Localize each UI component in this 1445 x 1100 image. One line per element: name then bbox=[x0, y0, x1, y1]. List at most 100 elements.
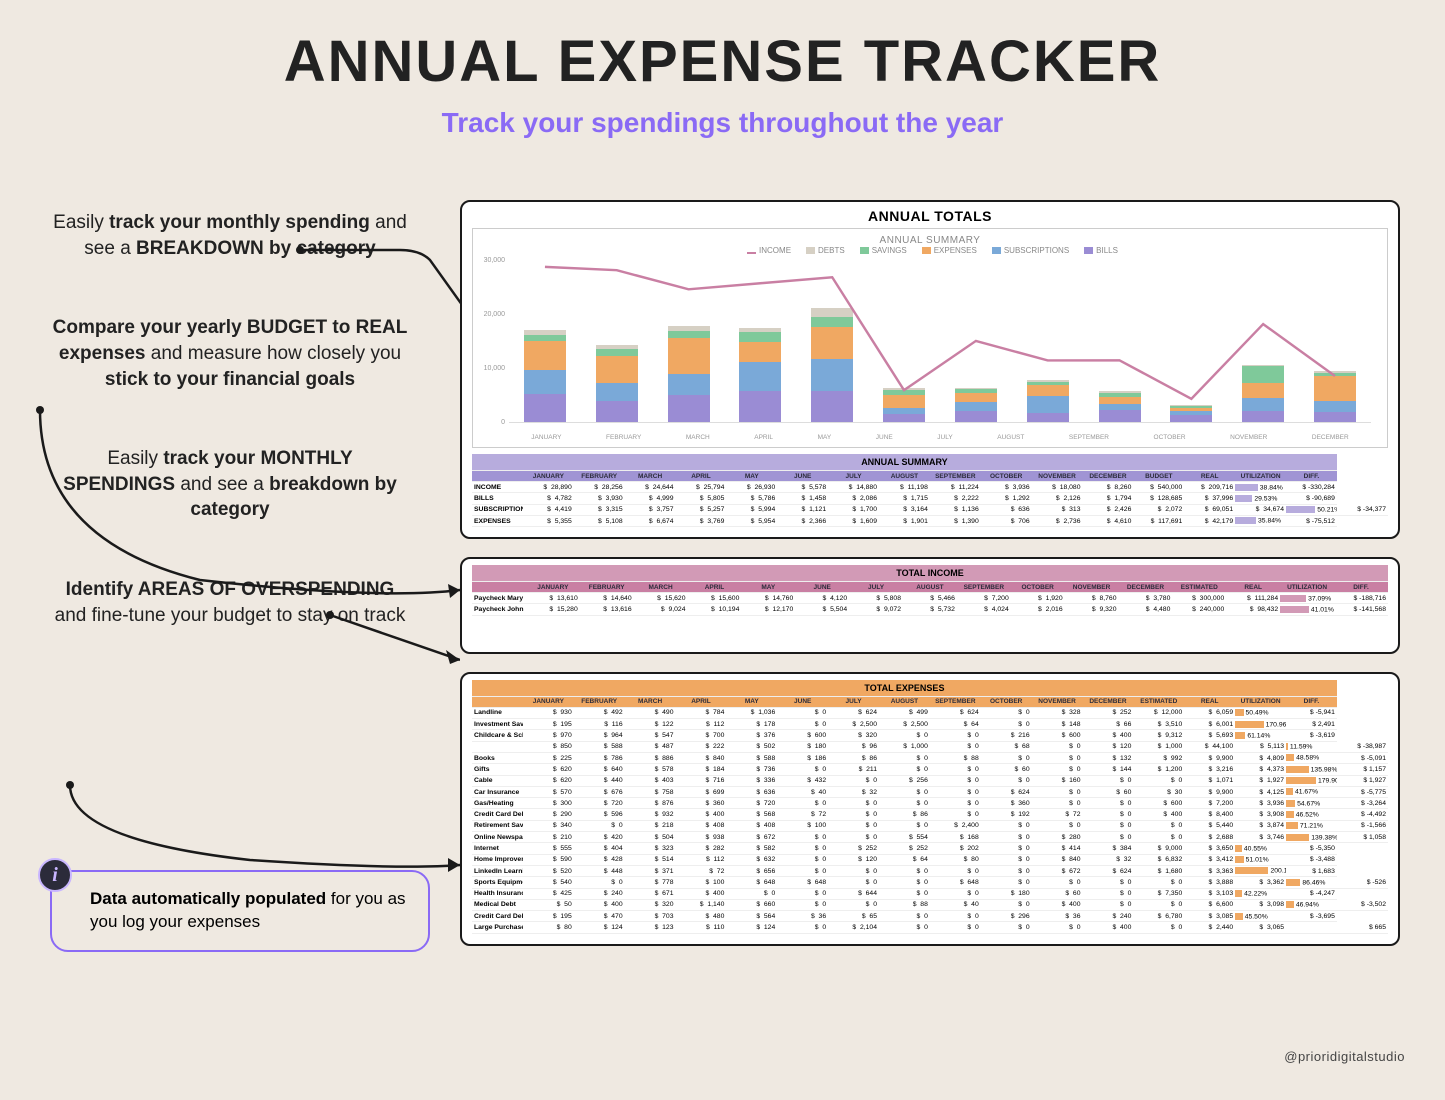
cell-value: $ 1,680 bbox=[1133, 865, 1184, 876]
cell-value: $ 12,000 bbox=[1133, 707, 1184, 718]
cell-value: $ 4,024 bbox=[957, 604, 1011, 615]
cell-value: $ 720 bbox=[726, 798, 777, 809]
cell-value: $ 0 bbox=[930, 911, 981, 922]
cell-value: $ 144 bbox=[1083, 764, 1134, 775]
bar-segment-exp bbox=[883, 395, 925, 408]
cell-value: $ 124 bbox=[726, 922, 777, 933]
cell-value: $ 112 bbox=[676, 854, 727, 865]
col-header: MARCH bbox=[625, 471, 676, 482]
cell-value: $ 3,908 bbox=[1235, 809, 1286, 820]
cell-value: $ 648 bbox=[930, 877, 981, 888]
cell-value: $ 0 bbox=[1083, 820, 1134, 831]
cell-value: $ 124 bbox=[574, 922, 625, 933]
cell-value: $ 2,104 bbox=[828, 922, 879, 933]
cell-value: $ 86 bbox=[879, 809, 930, 820]
bullet-1: Easily track your monthly spending and s… bbox=[50, 210, 410, 261]
cell-value: $ 0 bbox=[1133, 832, 1184, 843]
row-label bbox=[472, 741, 523, 752]
diff-cell: $ -188,716 bbox=[1334, 593, 1388, 604]
cell-value: $ 703 bbox=[625, 911, 676, 922]
bar-segment-sav bbox=[811, 317, 853, 327]
table-row: LinkedIn Learning$ 520$ 448$ 371$ 72$ 65… bbox=[472, 865, 1388, 876]
cell-value: $ 0 bbox=[777, 764, 828, 775]
cell-value: $ 0 bbox=[777, 707, 828, 718]
cell-value: $ 3,065 bbox=[1235, 922, 1286, 933]
cell-value: $ 72 bbox=[1032, 809, 1083, 820]
cell-value: $ 12,170 bbox=[741, 604, 795, 615]
cell-value: $ 540 bbox=[523, 877, 574, 888]
cell-value: $ 0 bbox=[879, 798, 930, 809]
cell-value: $ 80 bbox=[523, 922, 574, 933]
bar-segment-bills bbox=[955, 411, 997, 422]
cell-value: $ 8,260 bbox=[1083, 482, 1134, 493]
cell-value: $ 408 bbox=[726, 820, 777, 831]
cell-value: $ 400 bbox=[676, 888, 727, 899]
cell-value: $ 699 bbox=[676, 786, 727, 797]
bar-segment-sav bbox=[668, 331, 710, 339]
cell-value: $ 0 bbox=[777, 922, 828, 933]
legend-item: EXPENSES bbox=[917, 246, 977, 255]
cell-value: $ 568 bbox=[726, 809, 777, 820]
x-tick-label: OCTOBER bbox=[1154, 434, 1186, 441]
col-header: DIFF. bbox=[1286, 471, 1337, 482]
cell-value: $ 0 bbox=[981, 719, 1032, 730]
cell-value: $ 313 bbox=[1032, 504, 1083, 515]
bar-segment-bills bbox=[883, 414, 925, 422]
cell-value: $ 408 bbox=[676, 820, 727, 831]
cell-value: $ 180 bbox=[777, 741, 828, 752]
cell-value: $ 6,780 bbox=[1133, 911, 1184, 922]
cell-value: $ 660 bbox=[726, 899, 777, 910]
cell-value: $ 520 bbox=[523, 865, 574, 876]
bar-group bbox=[1096, 391, 1144, 422]
row-label: SUBSCRIPTIONS bbox=[472, 504, 523, 515]
cell-value: $ 32 bbox=[1083, 854, 1134, 865]
row-label: Medical Debt bbox=[472, 899, 523, 910]
diff-cell: $ -90,689 bbox=[1286, 493, 1337, 504]
cell-value: $ 2,400 bbox=[930, 820, 981, 831]
bar-segment-exp bbox=[596, 356, 638, 384]
utilization-cell: 50.21% bbox=[1286, 504, 1337, 515]
col-header: OCTOBER bbox=[981, 696, 1032, 707]
cell-value: $ 0 bbox=[879, 820, 930, 831]
cell-value: $ 502 bbox=[726, 741, 777, 752]
cell-value: $ 0 bbox=[574, 877, 625, 888]
table-row: Internet$ 555$ 404$ 323$ 282$ 582$ 0$ 25… bbox=[472, 843, 1388, 854]
col-header: JANUARY bbox=[523, 471, 574, 482]
col-header: OCTOBER bbox=[1011, 582, 1065, 593]
cell-value: $ 0 bbox=[1032, 741, 1083, 752]
diff-cell: $ -526 bbox=[1337, 877, 1388, 888]
row-label: EXPENSES bbox=[472, 515, 523, 526]
cell-value: $ 64 bbox=[879, 854, 930, 865]
page-subtitle: Track your spendings throughout the year bbox=[0, 107, 1445, 139]
cell-value: $ 15,280 bbox=[526, 604, 580, 615]
cell-value: $ 0 bbox=[981, 899, 1032, 910]
col-header: UTILIZATION bbox=[1235, 471, 1286, 482]
bullet-2: Compare your yearly BUDGET to REAL expen… bbox=[50, 315, 410, 392]
cell-value: $ 0 bbox=[930, 775, 981, 786]
cell-value: $ 0 bbox=[1083, 877, 1134, 888]
cell-value: $ 9,900 bbox=[1184, 786, 1235, 797]
diff-cell: $ -4,247 bbox=[1286, 888, 1337, 899]
x-tick-label: AUGUST bbox=[997, 434, 1024, 441]
cell-value: $ 6,674 bbox=[625, 515, 676, 526]
cell-value: $ 0 bbox=[1032, 820, 1083, 831]
bar-segment-bills bbox=[1170, 415, 1212, 422]
diff-cell: $ 1,927 bbox=[1337, 775, 1388, 786]
cell-value: $ 280 bbox=[1032, 832, 1083, 843]
cell-value: $ 970 bbox=[523, 730, 574, 741]
col-header: BUDGET bbox=[1133, 471, 1184, 482]
col-header: MAY bbox=[726, 471, 777, 482]
cell-value: $ 492 bbox=[574, 707, 625, 718]
cell-value: $ 716 bbox=[676, 775, 727, 786]
bar-group bbox=[1024, 380, 1072, 422]
col-header: JULY bbox=[849, 582, 903, 593]
cell-value: $ 5,954 bbox=[726, 515, 777, 526]
cell-value: $ 1,700 bbox=[828, 504, 879, 515]
cell-value: $ 296 bbox=[981, 911, 1032, 922]
utilization-cell: 54.67% bbox=[1286, 798, 1337, 809]
col-header: REAL bbox=[1226, 582, 1280, 593]
bar-group bbox=[808, 308, 856, 422]
col-header: AUGUST bbox=[903, 582, 957, 593]
cell-value: $ 414 bbox=[1032, 843, 1083, 854]
cell-value: $ 656 bbox=[726, 865, 777, 876]
